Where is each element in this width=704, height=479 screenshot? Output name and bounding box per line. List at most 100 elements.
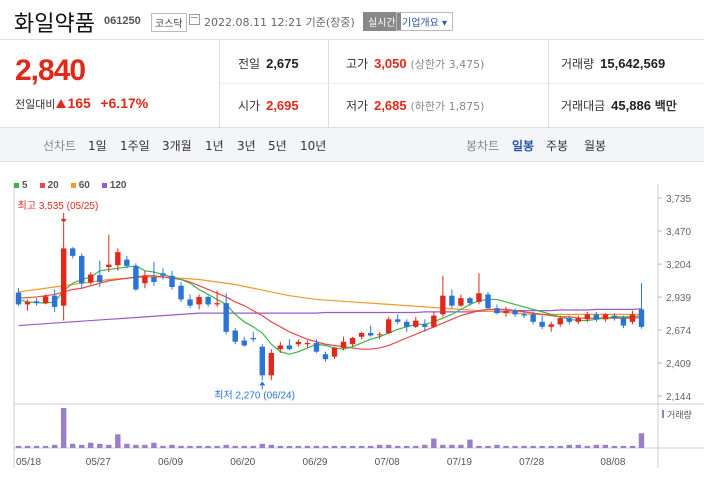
- volume-bar: [304, 445, 311, 448]
- divider: [548, 40, 549, 128]
- candle-body: [160, 273, 166, 276]
- candle-body: [69, 248, 76, 256]
- volume-bar: [440, 444, 446, 448]
- prev-close-stat: 전일 2,675: [238, 55, 299, 72]
- y-tick-label: 2,144: [666, 392, 691, 403]
- candle-body: [566, 318, 572, 322]
- volume-bar: [539, 445, 545, 448]
- period-3m[interactable]: 3개월: [162, 139, 192, 153]
- calendar-icon: [189, 14, 200, 25]
- prev-close-value: 2,675: [266, 56, 299, 71]
- y-tick-label: 3,204: [666, 260, 691, 271]
- period-10y[interactable]: 10년: [300, 139, 327, 153]
- price-chart: 5 20 60 120 3,735 3,470 3,204 2,939 2,674 2,409 2…: [0, 162, 704, 474]
- legend-item: 20: [39, 180, 65, 191]
- x-tick-label: 05/27: [86, 457, 111, 468]
- volume-bar: [88, 442, 94, 448]
- x-tick-label: 07/08: [375, 457, 400, 468]
- low-label: 저가: [346, 99, 369, 113]
- company-info-button[interactable]: 기업개요 ▾: [396, 12, 454, 31]
- candle-body: [476, 293, 482, 302]
- volume-bar: [214, 445, 220, 448]
- y-tick-label: 2,939: [666, 293, 691, 304]
- x-tick-label: 08/08: [600, 457, 625, 468]
- high-value: 3,050: [374, 56, 407, 71]
- market-badge: 코스닥: [151, 13, 187, 32]
- volume-bar: [187, 445, 193, 448]
- candle-body: [187, 299, 193, 306]
- candle-body: [223, 303, 229, 332]
- candle-body: [286, 345, 293, 350]
- volume-bar: [42, 445, 49, 448]
- legend-label: 60: [78, 180, 90, 191]
- candle-weekly[interactable]: 주봉: [546, 139, 569, 153]
- candle-body: [449, 295, 455, 306]
- volume-bar: [106, 444, 112, 448]
- candle-body: [458, 298, 464, 306]
- volume-bar: [124, 443, 130, 448]
- volume-bar: [395, 445, 401, 448]
- volume-bar: [196, 445, 202, 448]
- volume-stat: 거래량 15,642,569: [561, 55, 665, 72]
- candle-body: [467, 298, 473, 304]
- volume-bar: [602, 444, 609, 448]
- stock-header: 화일약품 061250 코스닥 2022.08.11 12:21 기준(장중) …: [0, 0, 704, 40]
- divider: [220, 83, 704, 84]
- candle-body: [169, 275, 175, 287]
- amount-label: 거래대금: [561, 99, 606, 113]
- volume-bar: [467, 439, 473, 448]
- volume-bar: [367, 445, 374, 448]
- candle-body: [322, 354, 329, 360]
- candle-body: [115, 252, 121, 266]
- candle-daily[interactable]: 일봉: [512, 139, 535, 153]
- candle-body: [349, 338, 356, 345]
- volume-bar: [60, 408, 67, 448]
- candle-body: [79, 255, 85, 284]
- volume-bar: [205, 445, 211, 448]
- volume-bar: [33, 445, 40, 448]
- volume-bar: [413, 445, 419, 448]
- candle-body: [142, 275, 148, 284]
- candle-body: [611, 315, 618, 319]
- volume-bar: [24, 445, 31, 448]
- volume-bar: [259, 443, 265, 448]
- volume-bar: [97, 443, 103, 448]
- x-tick-label: 06/09: [158, 457, 183, 468]
- candle-body: [24, 301, 31, 305]
- candle-body: [205, 296, 211, 305]
- ma-legend: 5 20 60 120: [14, 180, 139, 191]
- candle-monthly[interactable]: 월봉: [584, 139, 607, 153]
- period-5y[interactable]: 5년: [268, 139, 287, 153]
- volume-label: 거래량: [561, 57, 595, 71]
- candle-body: [593, 314, 600, 320]
- y-tick-label: 3,470: [666, 227, 691, 238]
- candle-body: [431, 315, 437, 327]
- company-info-label: 기업개요: [402, 18, 439, 29]
- period-1w[interactable]: 1주일: [120, 139, 150, 153]
- candle-body: [367, 333, 374, 336]
- candle-body: [295, 341, 302, 345]
- candle-body: [584, 314, 591, 320]
- period-selector: 선차트 1일 1주일 3개월 1년 3년 5년 10년 봉차트 일봉 주봉 월봉: [0, 128, 704, 162]
- period-3y[interactable]: 3년: [237, 139, 256, 153]
- candle-body: [521, 314, 527, 316]
- legend-item: 60: [70, 180, 96, 191]
- candle-body: [250, 338, 256, 340]
- candle-body: [512, 310, 518, 315]
- ma120-line: [18, 308, 642, 327]
- volume-bar: [611, 445, 618, 448]
- candle-body: [331, 347, 338, 357]
- period-1y[interactable]: 1년: [205, 139, 224, 153]
- candle-body: [548, 324, 554, 327]
- prev-close-label: 전일: [238, 57, 261, 71]
- candle-body: [313, 342, 320, 352]
- candle-body: [259, 346, 265, 376]
- period-1d[interactable]: 1일: [88, 139, 107, 153]
- low-value: 2,685: [374, 98, 407, 113]
- realtime-button[interactable]: 실시간: [363, 12, 401, 31]
- candle-body: [133, 265, 139, 290]
- volume-bar: [449, 444, 455, 448]
- candle-chart-title: 봉차트: [466, 139, 500, 153]
- volume-bar: [223, 444, 229, 448]
- volume-bar: [313, 445, 320, 448]
